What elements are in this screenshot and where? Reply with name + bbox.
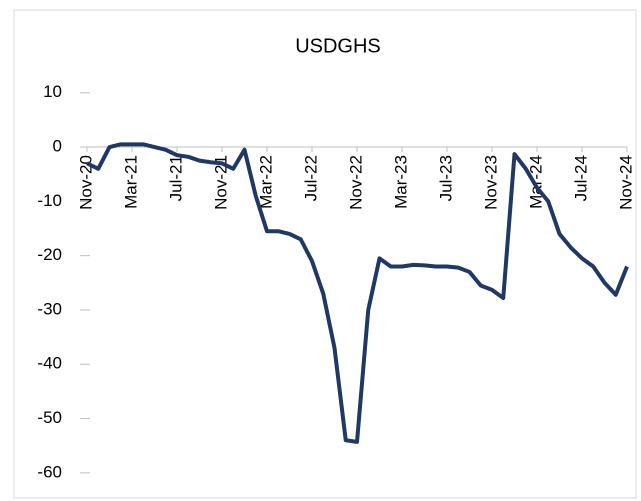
x-tick-label: Mar-23 xyxy=(391,155,410,209)
x-tick-label: Mar-21 xyxy=(121,155,140,209)
x-tick-label: Jul-23 xyxy=(436,155,455,201)
x-tick-label: Mar-22 xyxy=(256,155,275,209)
x-tick-label: Nov-20 xyxy=(76,155,95,210)
y-tick-label: 10 xyxy=(43,82,62,101)
chart-title: USDGHS xyxy=(295,35,381,57)
y-tick-label: -60 xyxy=(37,462,62,481)
y-tick-label: -20 xyxy=(37,245,62,264)
y-tick-label: 0 xyxy=(53,137,62,156)
y-tick-label: -50 xyxy=(37,408,62,427)
chart-border xyxy=(13,9,637,499)
x-tick-label: Nov-24 xyxy=(616,155,635,210)
line-series xyxy=(86,142,629,444)
x-tick-label: Nov-23 xyxy=(481,155,500,210)
y-tick-label: -40 xyxy=(37,354,62,373)
x-tick-label: Nov-22 xyxy=(346,155,365,210)
x-tick-label: Jul-21 xyxy=(166,155,185,201)
x-tick-label: Jul-22 xyxy=(301,155,320,201)
x-tick-label: Nov-21 xyxy=(211,155,230,210)
y-tick-label: -10 xyxy=(37,191,62,210)
y-tick-label: -30 xyxy=(37,299,62,318)
x-tick-label: Jul-24 xyxy=(571,155,590,201)
x-tick-label: Mar-24 xyxy=(526,155,545,209)
